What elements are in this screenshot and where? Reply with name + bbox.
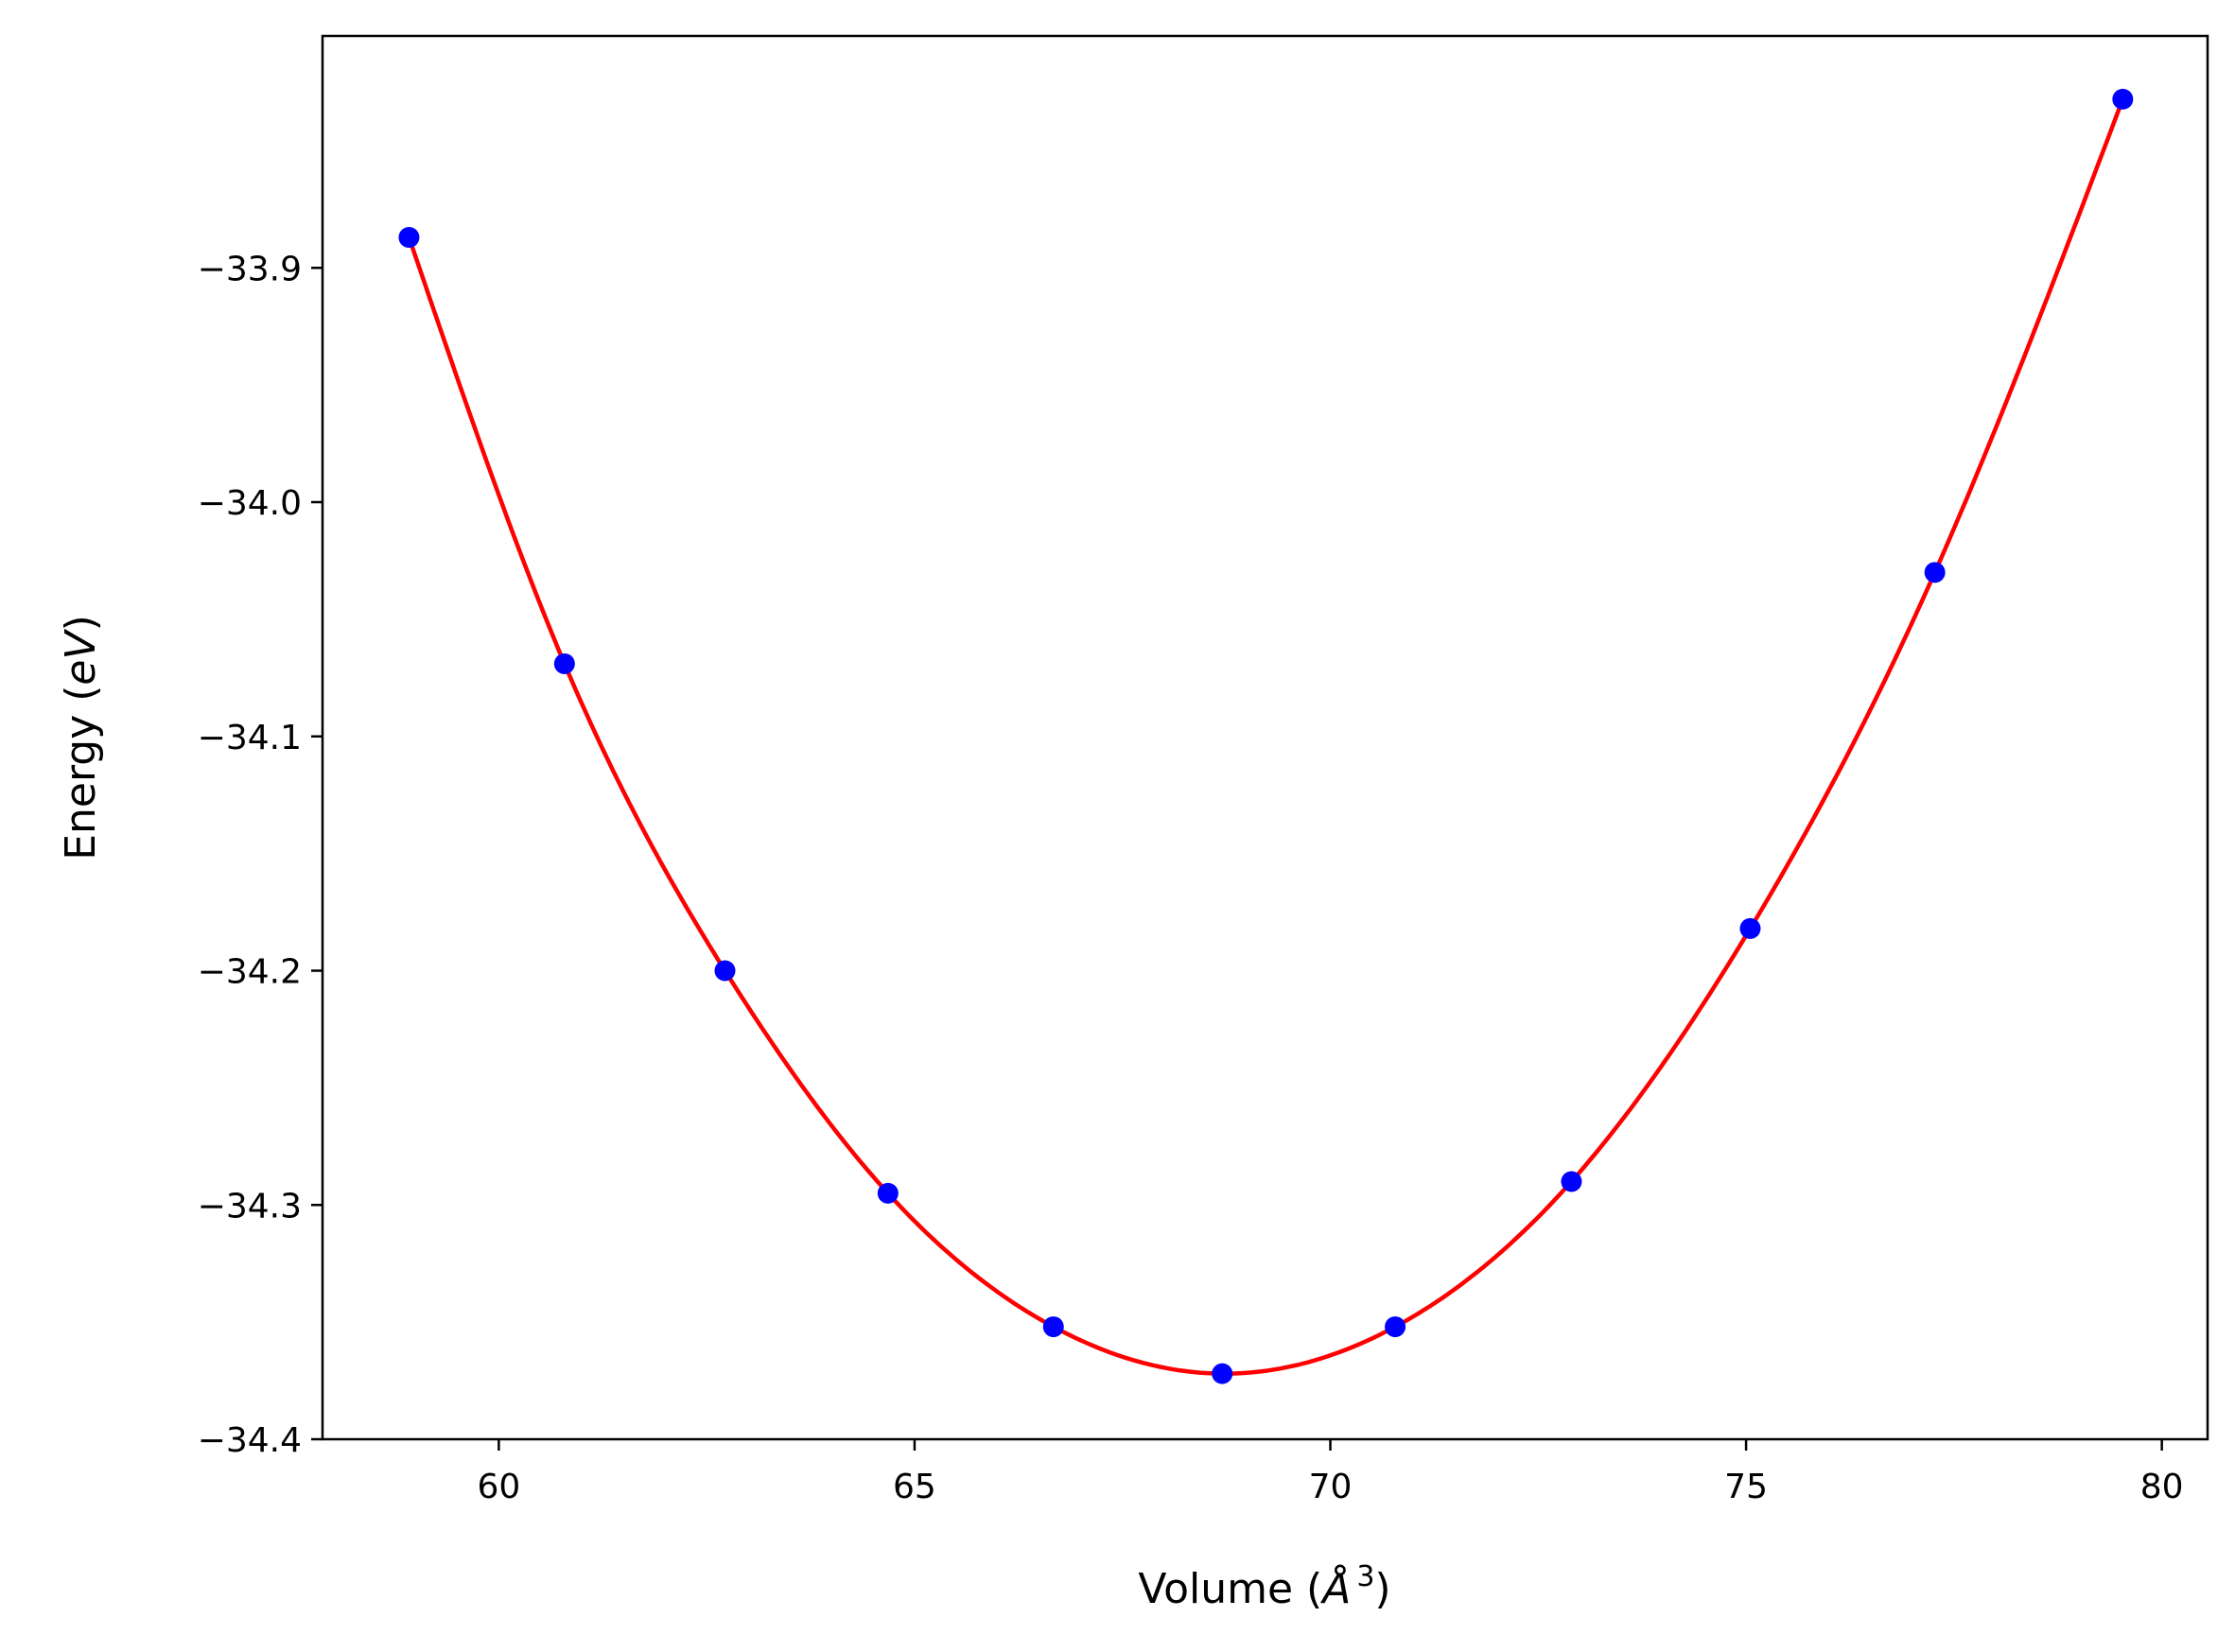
y-tick-label: −33.9 [198,250,302,288]
x-axis: 60 65 70 75 80 [477,1439,2184,1506]
y-tick-label: −34.1 [198,719,302,757]
axes-frame [321,34,2209,1441]
fit-line [407,98,2125,1376]
y-tick-label: −34.3 [198,1187,302,1226]
data-point [553,652,575,674]
data-point [714,960,736,982]
y-tick-label: −34.2 [198,953,302,992]
x-tick-label: 65 [893,1468,936,1506]
data-point [398,227,420,249]
x-axis-label: Volume (Å 3) [1138,1560,1390,1613]
plot-area [398,88,2134,1384]
data-point [1739,917,1761,939]
x-tick-label: 70 [1309,1468,1353,1506]
y-axis: −33.9 −34.0 −34.1 −34.2 −34.3 −34.4 [198,250,323,1460]
y-tick-label: −34.4 [198,1421,302,1460]
data-point [1212,1363,1233,1384]
x-tick-label: 80 [2140,1468,2184,1506]
x-tick-label: 60 [477,1468,520,1506]
y-tick-label: −34.0 [198,484,302,523]
data-point [877,1182,899,1204]
data-point [2112,88,2134,110]
x-tick-label: 75 [1724,1468,1768,1506]
data-point [1385,1316,1406,1338]
data-point [1561,1171,1582,1192]
y-axis-label: Energy (eV) [57,615,105,861]
data-point [1042,1316,1064,1338]
data-point [1924,562,1946,583]
